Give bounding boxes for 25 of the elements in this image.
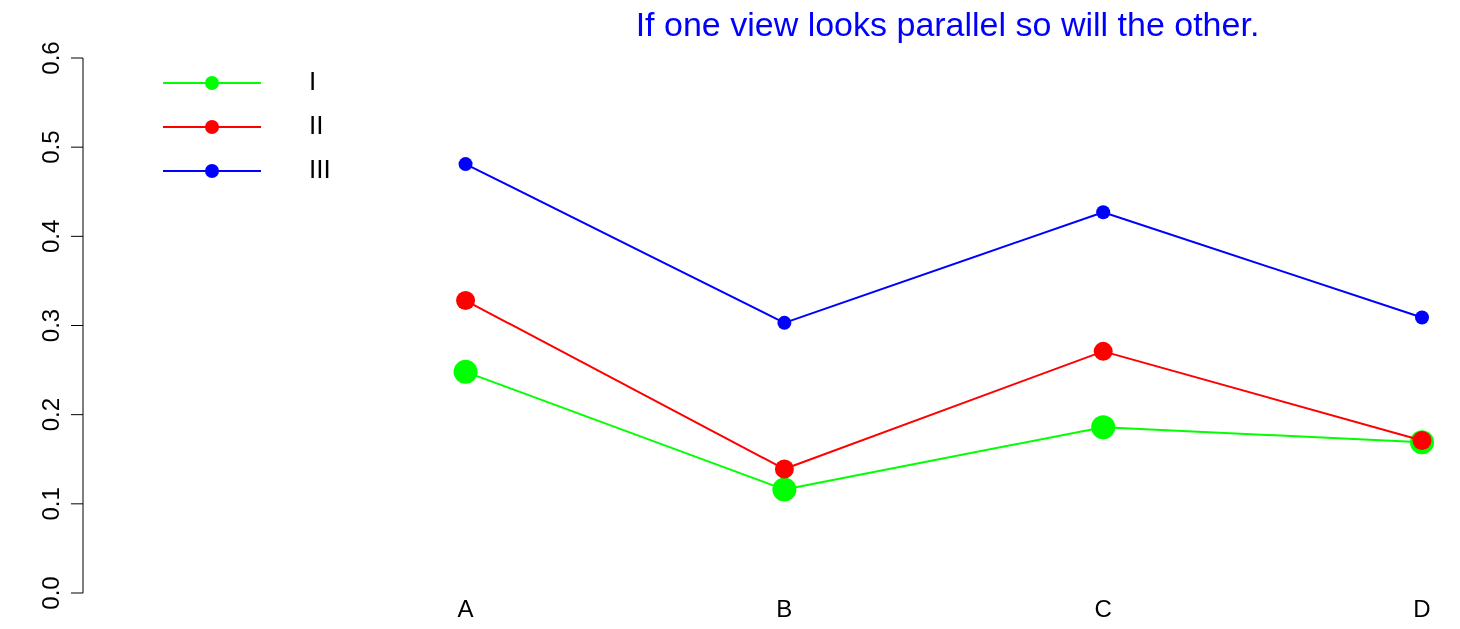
y-tick-label: 0.5 (37, 130, 65, 164)
point (774, 459, 794, 479)
point (777, 315, 792, 330)
legend-label: III (309, 153, 331, 184)
point (453, 359, 478, 384)
point (458, 157, 473, 172)
point (1415, 310, 1429, 325)
y-tick-label: 0.0 (37, 576, 65, 610)
legend-label: II (309, 109, 324, 140)
legend-label: I (309, 65, 317, 96)
point (772, 477, 797, 502)
y-tick-label: 0.1 (37, 487, 65, 521)
point (1096, 205, 1111, 220)
x-tick-label: C (1094, 595, 1112, 622)
point (1091, 415, 1116, 440)
y-tick-label: 0.6 (37, 41, 65, 75)
x-tick-label: B (776, 595, 793, 622)
y-tick-label: 0.2 (37, 397, 65, 432)
point (456, 291, 476, 311)
y-tick-label: 0.3 (37, 308, 65, 343)
point (1093, 341, 1113, 361)
chart-title: If one view looks parallel so will the other. (635, 5, 1260, 43)
x-tick-label: D (1413, 595, 1431, 622)
y-tick-label: 0.4 (37, 219, 65, 254)
x-tick-label: A (457, 595, 474, 622)
